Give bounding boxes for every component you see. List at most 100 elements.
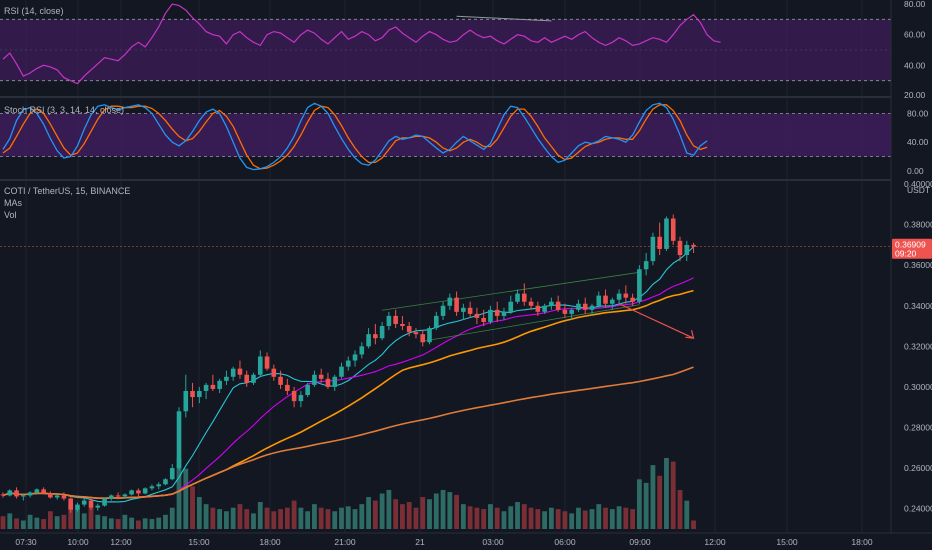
candle-body [102,498,107,506]
last-price-tag-box [892,238,932,259]
volume-bar [589,509,595,529]
volume-bar [555,509,561,529]
volume-bar [318,507,324,529]
volume-bar [528,507,534,529]
volume-bar [494,507,500,529]
volume-bar [122,514,128,529]
price-tick-label: 0.24000 [904,504,932,514]
vol-label: Vol [4,210,17,220]
candle-body [406,326,412,333]
volume-bar [562,511,568,529]
candle-body [291,390,297,402]
volume-bar [359,504,365,529]
price-pane[interactable]: COTI / TetherUS, 15, BINANCE MAs Vol [0,186,891,529]
rsi-line [2,3,721,85]
price-tick-label: 0.38000 [904,220,932,230]
grid-lines [25,0,863,533]
symbol-label: COTI / TetherUS, 15, BINANCE [4,186,130,196]
volume-bar [467,506,473,529]
candle-body [48,493,53,498]
candle-body [115,495,121,497]
candle-body [203,384,209,391]
time-tick-label: 15:00 [188,537,210,547]
volume-bar [61,514,67,529]
volume-bar [183,468,189,529]
stoch-tick-label: 80.00 [907,108,929,118]
candle-body [386,315,392,327]
candlesticks [0,214,696,513]
volume-bar [447,492,453,529]
candle-body [95,505,101,508]
price-scale[interactable]: 80.00 60.00 40.00 20.00 80.00 40.00 0.00 0.40… [890,0,932,533]
volume-bar [643,482,649,529]
volume-bar [75,509,80,529]
stoch-band [0,113,891,157]
candle-body [169,468,175,480]
volume-bar [196,497,202,529]
volume-bar [108,518,114,529]
candle-body [684,244,690,256]
time-axis[interactable]: 07:30 10:00 12:00 15:00 18:00 21:00 21 03:00 06:… [0,532,932,547]
candle-body [149,486,155,489]
rsi-pane[interactable]: RSI (14, close) [0,3,891,85]
candle-body [210,384,216,389]
volume-bar [609,509,615,529]
candle-body [454,297,459,312]
volume-bar [20,520,26,529]
candle-body [630,297,635,302]
candle-body [21,495,26,497]
candle-body [237,368,243,375]
candle-body [657,236,662,249]
volume-bar [291,500,297,529]
rsi-level-lines [0,18,891,82]
candle-body [122,494,128,497]
candle-body [61,495,67,499]
volume-bar [278,509,283,529]
channel-line-lower [422,304,640,342]
volume-bar [0,516,6,529]
candle-body [433,315,439,329]
time-tick-label: 18:00 [851,537,873,547]
countdown-value: 09:20 [895,249,917,259]
time-tick-label: 12:00 [110,537,132,547]
rsi-tick-label: 60.00 [904,30,926,40]
stoch-k-line [2,102,708,171]
candle-body [318,374,324,379]
volume-bar [677,489,683,529]
volume-bar [460,504,466,529]
rsi-axis-ticks: 80.00 60.00 40.00 20.00 [904,0,926,100]
volume-bar [596,504,602,529]
price-tick-label: 0.34000 [904,301,932,311]
candle-body [285,384,290,391]
volume-bar [352,509,358,529]
volume-bar [481,509,487,529]
time-tick-label: 10:00 [67,537,89,547]
volume-bar [535,509,541,529]
volume-bar [210,507,216,529]
volume-bar [142,518,148,529]
stoch-rsi-pane[interactable]: Stoch RSI (3, 3, 14, 14, close) [0,102,891,171]
volume-bar [576,507,581,529]
volume-bar [7,513,13,529]
volume-bar [325,509,331,529]
price-tick-label: 0.28000 [904,422,932,432]
candle-body [244,374,250,383]
volume-bar [27,514,33,529]
candle-body [610,299,615,304]
volume-bar [603,507,608,529]
candle-body [34,489,40,493]
candle-body [366,334,371,347]
candle-body [136,490,141,494]
volume-bar [102,516,107,529]
stoch-rsi-label: Stoch RSI (3, 3, 14, 14, close) [4,105,124,115]
volume-bar [224,511,229,529]
candle-body [549,301,554,306]
candle-body [420,334,426,343]
volume-bar [616,506,622,529]
stoch-tick-label: 0.00 [907,166,924,176]
candle-body [637,269,642,302]
candle-body [81,500,87,505]
volume-bar [34,517,40,529]
rsi-tick-label: 80.00 [904,0,926,9]
